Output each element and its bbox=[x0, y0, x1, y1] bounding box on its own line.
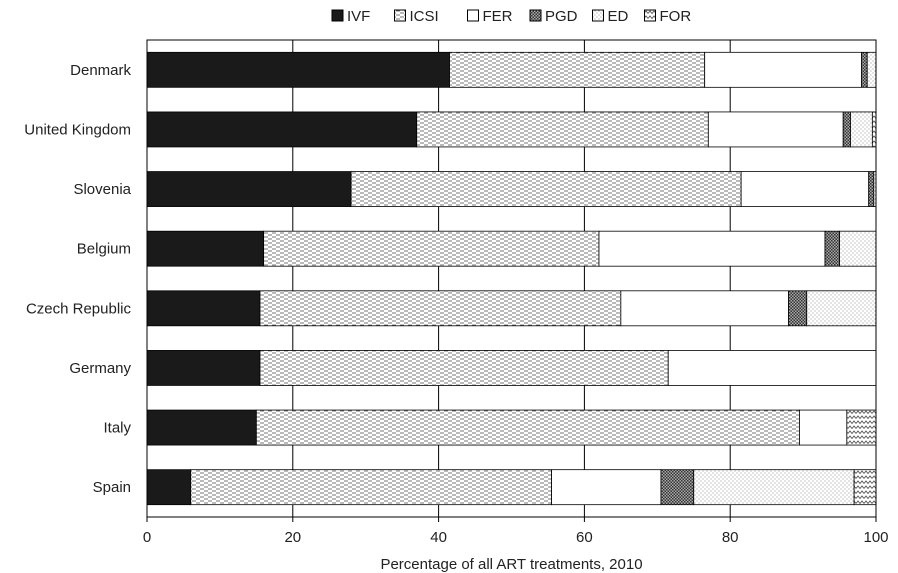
bar-segment-icsi bbox=[255, 409, 800, 446]
category-labels: Denmark United Kingdom Slovenia Belgium Czec… bbox=[24, 62, 131, 496]
legend-item-for: FOR bbox=[644, 8, 692, 25]
legend-label: IVF bbox=[347, 8, 370, 25]
legend-swatch bbox=[529, 9, 542, 22]
category-label: Denmark bbox=[70, 62, 131, 79]
bar-segment-icsi bbox=[259, 290, 622, 327]
category-label: United Kingdom bbox=[24, 121, 131, 138]
bar-segment-ivf bbox=[146, 290, 261, 327]
bar-segment-ivf bbox=[146, 350, 261, 386]
bar-segment-pgd bbox=[868, 171, 875, 207]
bar-segment-ed bbox=[693, 469, 855, 506]
bar-segment-icsi bbox=[350, 171, 742, 207]
bar-segment-ivf bbox=[146, 469, 192, 506]
bar-segment-ed bbox=[866, 51, 877, 88]
x-tick-label: 20 bbox=[284, 529, 301, 546]
category-label: Italy bbox=[103, 420, 131, 437]
legend-item-fer: FER bbox=[467, 8, 513, 25]
legend: IVF ICSI FER PGD ED FOR bbox=[331, 8, 692, 25]
bar-segment-fer bbox=[704, 51, 862, 88]
x-tick-label: 40 bbox=[430, 529, 447, 546]
x-tick-label: 100 bbox=[863, 529, 888, 546]
bar-segment-fer bbox=[740, 171, 870, 207]
bar-segment-ed bbox=[850, 111, 873, 148]
bar-segment-pgd bbox=[842, 111, 851, 148]
bar-segment-for bbox=[871, 111, 877, 148]
legend-label: ED bbox=[608, 8, 629, 25]
legend-label: PGD bbox=[545, 8, 578, 25]
bar-segment-fer bbox=[551, 469, 662, 506]
legend-label: FOR bbox=[660, 8, 692, 25]
bar-segment-fer bbox=[667, 350, 877, 386]
bar-segment-for bbox=[846, 409, 877, 446]
legend-swatch bbox=[331, 9, 344, 22]
x-tick-label: 80 bbox=[722, 529, 739, 546]
legend-item-icsi: ICSI bbox=[394, 8, 439, 25]
legend-swatch bbox=[644, 9, 656, 22]
legend-swatch bbox=[394, 9, 406, 22]
legend-label: FER bbox=[483, 8, 513, 25]
x-axis-ticks: 0 20 40 60 80 100 bbox=[143, 517, 889, 546]
category-label: Slovenia bbox=[73, 181, 131, 198]
legend-item-ivf: IVF bbox=[331, 8, 370, 25]
bar-segment-ed bbox=[806, 290, 877, 327]
plot-area-frame bbox=[146, 39, 877, 518]
legend-swatch bbox=[592, 9, 604, 22]
category-label: Spain bbox=[93, 479, 131, 496]
bar-segment-icsi bbox=[190, 469, 552, 506]
bar-segment-ivf bbox=[146, 171, 352, 207]
x-tick-label: 0 bbox=[143, 529, 151, 546]
x-tick-label: 60 bbox=[576, 529, 593, 546]
category-label: Germany bbox=[69, 360, 131, 377]
bar-segment-pgd bbox=[861, 51, 868, 88]
category-label: Belgium bbox=[77, 241, 131, 258]
bar-segment-for bbox=[853, 469, 877, 506]
legend-item-ed: ED bbox=[592, 8, 629, 25]
bar-segment-fer bbox=[598, 230, 826, 267]
bar-segment-pgd bbox=[824, 230, 840, 267]
legend-item-pgd: PGD bbox=[529, 8, 578, 25]
bar-segment-icsi bbox=[263, 230, 600, 267]
legend-swatch bbox=[467, 9, 479, 22]
bar-segment-ivf bbox=[146, 51, 450, 88]
bar-segment-fer bbox=[707, 111, 844, 148]
bar-segment-pgd bbox=[660, 469, 695, 506]
bar-segment-ivf bbox=[146, 230, 265, 267]
bar-segment-ivf bbox=[146, 111, 418, 148]
bar-segment-ivf bbox=[146, 409, 257, 446]
bar-segment-icsi bbox=[416, 111, 709, 148]
bar-segment-ed bbox=[839, 230, 877, 267]
category-label: Czech Republic bbox=[26, 300, 132, 317]
bar-segment-fer bbox=[620, 290, 789, 327]
bar-segment-pgd bbox=[788, 290, 808, 327]
bars-layer bbox=[146, 51, 877, 506]
bar-segment-icsi bbox=[449, 51, 706, 88]
bar-segment-fer bbox=[799, 409, 848, 446]
bar-segment-icsi bbox=[259, 350, 669, 386]
legend-label: ICSI bbox=[410, 8, 439, 25]
x-axis-title: Percentage of all ART treatments, 2010 bbox=[380, 556, 642, 573]
